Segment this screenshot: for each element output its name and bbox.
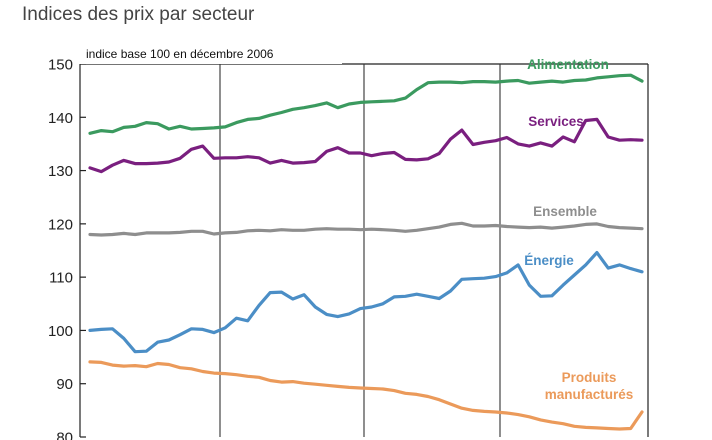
series-label-5-line-1: Produits — [562, 370, 617, 385]
y-tick-label-120: 120 — [48, 216, 73, 233]
chart-subtitle: indice base 100 en décembre 2006 — [86, 47, 274, 61]
series-label-4-line-1: Énergie — [524, 253, 574, 268]
y-tick-label-140: 140 — [48, 110, 73, 127]
series-line-5 — [88, 360, 644, 431]
y-tick-label-110: 110 — [49, 270, 73, 287]
series-line-4 — [88, 251, 644, 354]
y-tick-label-80: 80 — [56, 430, 73, 440]
subtitle-background — [80, 44, 342, 64]
y-tick-label-130: 130 — [48, 163, 73, 180]
y-axis-ticks: 80 90 100 110 120 130 140 150 — [48, 57, 86, 440]
series-lines — [88, 73, 644, 431]
series-label-5-line-2: manufacturés — [545, 387, 634, 402]
series-line-3 — [88, 221, 644, 237]
series-label-2-line-1: Services — [528, 114, 584, 129]
y-tick-label-150: 150 — [48, 57, 73, 74]
y-tick-label-100: 100 — [48, 323, 73, 340]
series-line-2 — [88, 117, 644, 174]
series-label-1-line-1: Alimentation — [527, 57, 609, 72]
y-tick-label-90: 90 — [56, 376, 73, 393]
series-labels: Alimentation Services Ensemble Énergie Produ… — [524, 57, 633, 402]
chart-title: Indices des prix par secteur — [22, 4, 255, 25]
series-label-3-line-1: Ensemble — [533, 204, 597, 219]
series-line-1 — [88, 73, 644, 135]
